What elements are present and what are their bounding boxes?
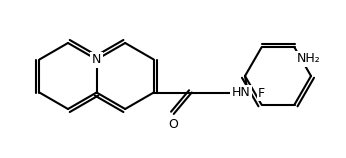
Text: N: N — [92, 53, 101, 66]
Text: O: O — [168, 118, 178, 131]
Text: F: F — [258, 87, 265, 100]
Text: NH₂: NH₂ — [297, 52, 320, 65]
Text: HN: HN — [232, 86, 251, 99]
